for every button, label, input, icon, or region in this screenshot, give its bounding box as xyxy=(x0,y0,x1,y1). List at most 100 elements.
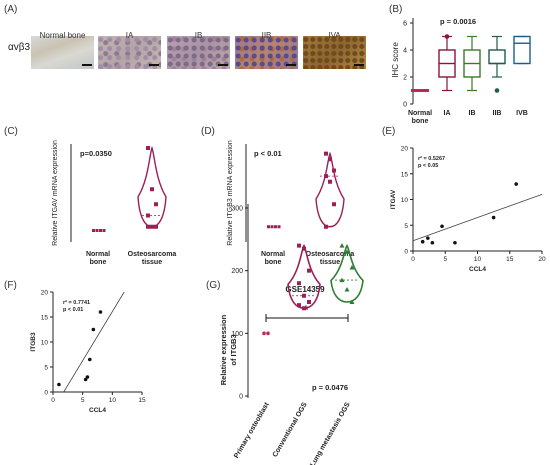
panel-c-normal-bone-point xyxy=(102,229,106,232)
panel-e-x-tick-label: 5 xyxy=(443,256,447,263)
panel-b-y-label: IHC score xyxy=(391,42,400,78)
scale-bar xyxy=(354,64,364,66)
panel-g-p-value: p = 0.0476 xyxy=(312,383,348,392)
panel-g-metastasis-point xyxy=(349,299,355,304)
panel-c-tumor-point xyxy=(150,224,154,229)
panel-g-metastasis-point xyxy=(339,243,345,248)
panel-d-tumor-point xyxy=(332,202,336,207)
ihc-label-ib: IB xyxy=(194,31,203,40)
panel-e-x-tick-label: 0 xyxy=(411,256,415,263)
scale-bar xyxy=(286,64,296,66)
ihc-label-normal-bone: Normal bone xyxy=(39,31,86,40)
panel-d-normal-bone-point xyxy=(267,225,270,229)
panel-b-category-label: bone xyxy=(412,118,429,125)
panel-g-conventional-point xyxy=(297,303,301,308)
panel-c-category-label: Normal xyxy=(86,251,110,258)
panel-b-p-value: p = 0.0016 xyxy=(440,17,476,26)
panel-e-p-value: p < 0.05 xyxy=(418,163,438,169)
panel-e-x-tick-label: 15 xyxy=(506,256,514,263)
panel-b-category-label: IB xyxy=(469,110,476,117)
panel-f-x-tick-label: 0 xyxy=(51,397,55,404)
panel-f-y-tick-label: 5 xyxy=(44,365,48,372)
panel-g-conventional-point xyxy=(297,243,301,248)
ihc-image-iib xyxy=(235,36,298,69)
panel-d-y-label: Relative ITGB3 mRNA expression xyxy=(227,140,234,246)
panel-c-tumor-point xyxy=(146,213,150,218)
scale-bar xyxy=(218,64,228,66)
panel-f-fit-line xyxy=(63,291,125,393)
panel-e-point xyxy=(453,240,457,245)
panel-c-tumor-point xyxy=(146,146,150,150)
panel-e-y-tick-label: 20 xyxy=(401,146,409,153)
panel-e-point xyxy=(420,239,425,244)
panel-f-x-tick-label: 15 xyxy=(138,397,146,404)
panel-g-y-tick-label: 100 xyxy=(231,331,243,338)
panel-g-conventional-point xyxy=(302,246,306,251)
ihc-image-normal-bone xyxy=(31,36,94,69)
panel-d-tumor-point xyxy=(332,168,336,173)
panel-e-y-tick-label: 10 xyxy=(401,197,409,204)
panel-g-y-label: Relative expression xyxy=(219,314,228,385)
box-outlier xyxy=(444,34,450,39)
panel-g-category-label: Primary osteoblast xyxy=(233,401,271,460)
panel-f-y-tick-label: 0 xyxy=(44,390,48,397)
panel-e-x-tick-label: 10 xyxy=(474,256,482,263)
panel-f-x-tick-label: 5 xyxy=(81,397,85,404)
panel-f-tag: (F) xyxy=(4,280,17,291)
panel-g-violin xyxy=(330,243,364,303)
panel-g-y-tick-label: 300 xyxy=(231,206,243,213)
panel-c-p-value: p=0.0350 xyxy=(80,149,112,158)
panel-b-category-label: Normal xyxy=(408,110,432,117)
ihc-label-iva: IVA xyxy=(328,31,341,40)
panel-g-conventional-point xyxy=(297,281,301,286)
panel-f-point xyxy=(91,327,96,332)
panel-f-y-label: ITGB3 xyxy=(30,332,37,352)
panel-e-fit-line xyxy=(412,193,543,242)
panel-d-category-label: Osteosarcoma xyxy=(306,251,355,258)
panel-d-category-label: Normal xyxy=(261,251,285,258)
panel-e-y-tick-label: 5 xyxy=(404,223,408,230)
panel-g-tag: (G) xyxy=(206,280,221,291)
panel-c-category-label: bone xyxy=(90,259,107,266)
panel-d-tag: (D) xyxy=(201,126,215,137)
panel-d-category-label: tissue xyxy=(320,259,340,266)
panel-f-point xyxy=(83,377,88,382)
panel-g-conventional-point xyxy=(302,293,306,298)
panel-g-metastasis-point xyxy=(344,286,350,292)
panel-b-category-label: IIB xyxy=(493,110,502,117)
ihc-image-iva xyxy=(303,36,366,69)
panel-f-point xyxy=(57,382,61,387)
box-body xyxy=(488,49,506,65)
box-normal-bone xyxy=(411,89,429,92)
panel-d-violin xyxy=(315,151,345,228)
panel-g-conventional-point xyxy=(307,268,311,273)
panel-g-metastasis-point xyxy=(349,265,355,270)
panel-c-normal-bone-point xyxy=(99,229,102,232)
panel-g-conventional-point xyxy=(307,300,311,304)
panel-g-osteoblast-point xyxy=(266,331,270,336)
panel-g-metastasis-point xyxy=(339,277,345,283)
ihc-image-ib xyxy=(167,36,230,69)
panel-g-category-label: Conventional OGS xyxy=(272,401,309,458)
panel-c-tumor-point xyxy=(154,202,158,207)
panel-b-tag: (B) xyxy=(389,4,403,15)
panel-b-y-tick-label: 6 xyxy=(403,21,407,28)
scale-bar xyxy=(82,64,92,66)
panel-b-category-label: IA xyxy=(444,110,451,117)
panel-e-r-squared: r² = 0.5267 xyxy=(418,155,445,162)
panel-g-metastasis-point xyxy=(344,249,350,254)
panel-b-y-tick-label: 0 xyxy=(403,102,407,109)
panel-e-point xyxy=(514,182,518,186)
panel-e-x-tick-label: 20 xyxy=(538,256,546,263)
panel-d-category-label: bone xyxy=(265,259,282,266)
panel-e-y-tick-label: 15 xyxy=(401,171,409,178)
panel-d-p-value: p < 0.01 xyxy=(254,149,282,158)
panel-f-x-tick-label: 10 xyxy=(109,397,117,404)
panel-c-normal-bone-point xyxy=(92,229,95,232)
panel-b-category-label: IVB xyxy=(516,110,528,117)
panel-e-point xyxy=(430,240,435,245)
panel-b-y-tick-label: 4 xyxy=(403,48,407,55)
panel-f-point xyxy=(85,375,90,379)
panel-c-tag: (C) xyxy=(4,126,18,137)
